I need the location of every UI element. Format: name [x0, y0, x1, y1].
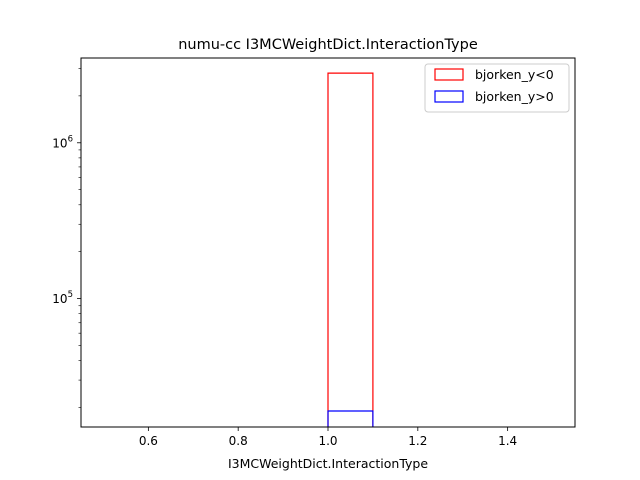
legend: bjorken_y<0 bjorken_y>0	[424, 63, 570, 113]
x-tick-label: 1.0	[318, 434, 337, 448]
legend-box	[424, 63, 570, 113]
y-tick-label: 105	[52, 290, 73, 306]
legend-swatch-1	[434, 90, 464, 103]
x-tick-label: 0.6	[139, 434, 158, 448]
y-tick-label: 106	[52, 134, 73, 150]
plot-area: 0.6 0.8 1.0 1.2 1.4 105 106	[52, 57, 576, 448]
histogram-bar-0	[327, 72, 374, 427]
x-tick-label: 1.4	[498, 434, 517, 448]
legend-label-0: bjorken_y<0	[475, 67, 554, 82]
x-tick-label: 0.8	[229, 434, 248, 448]
x-axis-label: I3MCWeightDict.InteractionType	[228, 456, 428, 471]
chart-title: numu-cc I3MCWeightDict.InteractionType	[178, 37, 478, 53]
legend-swatch-0	[434, 68, 464, 81]
legend-label-1: bjorken_y>0	[475, 89, 554, 104]
x-tick-label: 1.2	[408, 434, 427, 448]
histogram-bar-1	[327, 410, 374, 427]
